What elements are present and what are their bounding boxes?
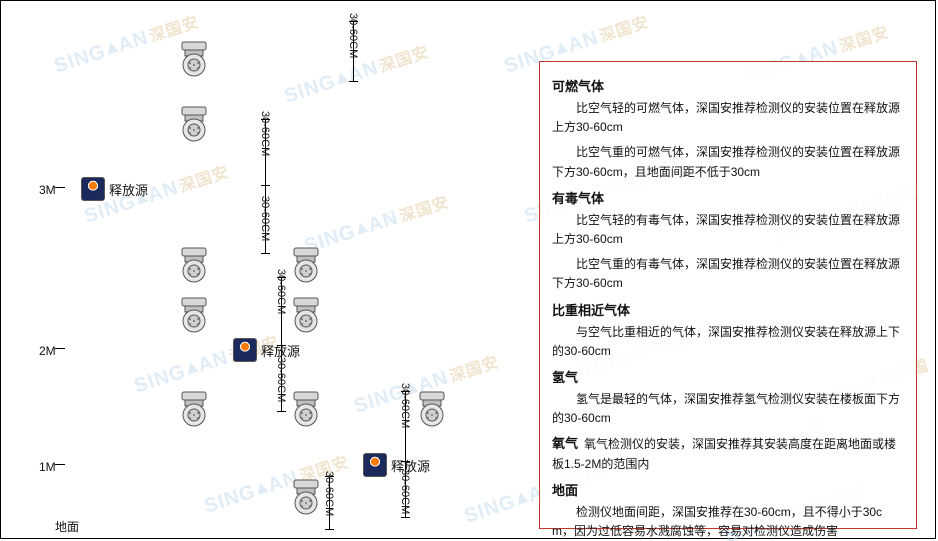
y-axis-label: 3M	[39, 183, 56, 197]
panel-section-title: 氢气	[552, 367, 904, 386]
watermark: SINGAN深国安	[301, 188, 452, 258]
release-source: 释放源	[81, 177, 148, 201]
source-label: 释放源	[109, 180, 148, 199]
panel-text: 氧气检测仪的安装，深国安推荐其安装高度在距离地面或楼板1.5-2M的范围内	[552, 437, 896, 471]
dimension-label: 30-60CM	[275, 269, 287, 314]
panel-section-title: 有毒气体	[552, 188, 904, 207]
diagram-page: SINGAN深国安SINGAN深国安SINGAN深国安SINGAN深国安SING…	[0, 0, 936, 539]
source-icon	[81, 177, 105, 201]
panel-paragraph: 氢气是最轻的气体，深国安推荐氢气检测仪安装在楼板面下方的30-60cm	[552, 390, 904, 428]
panel-paragraph: 检测仪地面间距，深国安推荐在30-60cm，且不得小于30cm，因为过低容易水溅…	[552, 503, 904, 541]
panel-section-title: 比重相近气体	[552, 300, 904, 319]
dimension-label: 30-60CM	[399, 383, 411, 428]
detector-icon	[179, 391, 209, 427]
release-source: 释放源	[363, 453, 430, 477]
panel-paragraph: 比空气轻的有毒气体，深国安推荐检测仪的安装位置在释放源上方30-60cm	[552, 211, 904, 249]
dimension-label: 30-60CM	[399, 469, 411, 514]
source-icon	[233, 338, 257, 362]
dimension-label: 30-60CM	[275, 357, 287, 402]
dimension-label: 30-60CM	[323, 471, 335, 516]
y-axis-tick	[55, 187, 65, 188]
y-axis-label: 1M	[39, 460, 56, 474]
panel-paragraph-inline: 氧气氧气检测仪的安装，深国安推荐其安装高度在距离地面或楼板1.5-2M的范围内	[552, 434, 904, 474]
source-icon	[363, 453, 387, 477]
ground-label: 地面	[55, 518, 79, 535]
panel-paragraph: 比空气重的有毒气体，深国安推荐检测仪的安装位置在释放源下方30-60cm	[552, 255, 904, 293]
detector-icon	[179, 247, 209, 283]
y-axis-tick	[55, 464, 65, 465]
detector-icon	[291, 479, 321, 515]
panel-paragraph: 比空气重的可燃气体，深国安推荐检测仪的安装位置在释放源下方30-60cm，且地面…	[552, 143, 904, 181]
dimension-label: 30-60CM	[347, 13, 359, 58]
detector-icon	[179, 41, 209, 77]
panel-section-title: 氧气	[552, 436, 578, 451]
dimension-label: 30-60CM	[259, 111, 271, 156]
panel-section-title: 地面	[552, 480, 904, 499]
dimension-label: 30-60CM	[259, 196, 271, 241]
detector-icon	[179, 106, 209, 142]
y-axis-tick	[55, 348, 65, 349]
release-source: 释放源	[233, 338, 300, 362]
panel-paragraph: 与空气比重相近的气体，深国安推荐检测仪安装在释放源上下的30-60cm	[552, 323, 904, 361]
detector-icon	[179, 297, 209, 333]
y-axis-label: 2M	[39, 344, 56, 358]
detector-icon	[291, 297, 321, 333]
panel-section-title: 可燃气体	[552, 76, 904, 95]
detector-icon	[291, 247, 321, 283]
info-panel: 可燃气体比空气轻的可燃气体，深国安推荐检测仪的安装位置在释放源上方30-60cm…	[539, 61, 917, 529]
detector-icon	[417, 391, 447, 427]
detector-icon	[291, 391, 321, 427]
panel-paragraph: 比空气轻的可燃气体，深国安推荐检测仪的安装位置在释放源上方30-60cm	[552, 99, 904, 137]
